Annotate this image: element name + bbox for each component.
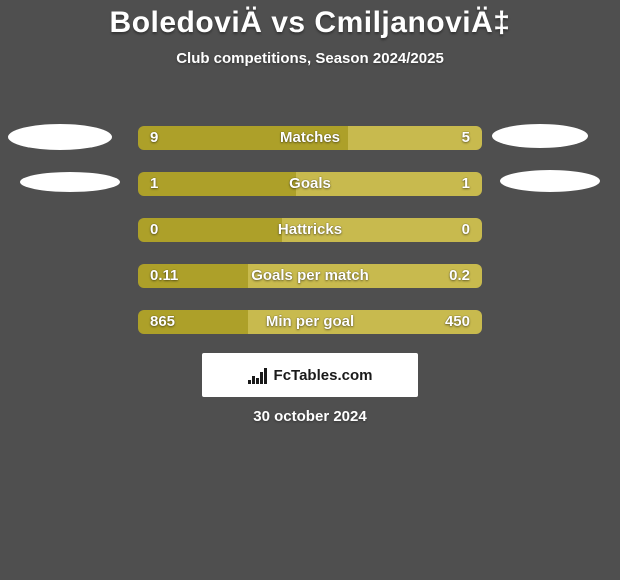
stat-bar-left — [138, 126, 348, 150]
stat-row: Hattricks00 — [0, 218, 620, 242]
page-subtitle: Club competitions, Season 2024/2025 — [0, 50, 620, 67]
stat-bar-left — [138, 172, 296, 196]
stat-bar-left — [138, 310, 248, 334]
stat-bar-left — [138, 218, 282, 242]
page-title: BoledoviÄ vs CmiljanoviÄ‡ — [0, 0, 620, 40]
stat-row: Min per goal865450 — [0, 310, 620, 334]
stat-bar — [138, 126, 482, 150]
stat-bar — [138, 172, 482, 196]
stats-rows: Matches95 Goals11 Hattricks00 Goals per mat… — [0, 126, 620, 356]
stat-bar — [138, 264, 482, 288]
stat-bar-right — [248, 264, 482, 288]
stat-bar — [138, 310, 482, 334]
stat-bar — [138, 218, 482, 242]
stat-bar-right — [248, 310, 482, 334]
stat-row: Goals per match0.110.2 — [0, 264, 620, 288]
stat-row: Matches95 — [0, 126, 620, 150]
stat-bar-right — [348, 126, 482, 150]
fctables-logo: FcTables.com — [202, 353, 418, 397]
stat-row: Goals11 — [0, 172, 620, 196]
stat-bar-right — [296, 172, 482, 196]
bar-chart-icon — [248, 366, 268, 384]
stat-bar-right — [282, 218, 482, 242]
logo-text: FcTables.com — [274, 367, 373, 384]
stat-bar-left — [138, 264, 248, 288]
footer-date: 30 october 2024 — [0, 408, 620, 425]
